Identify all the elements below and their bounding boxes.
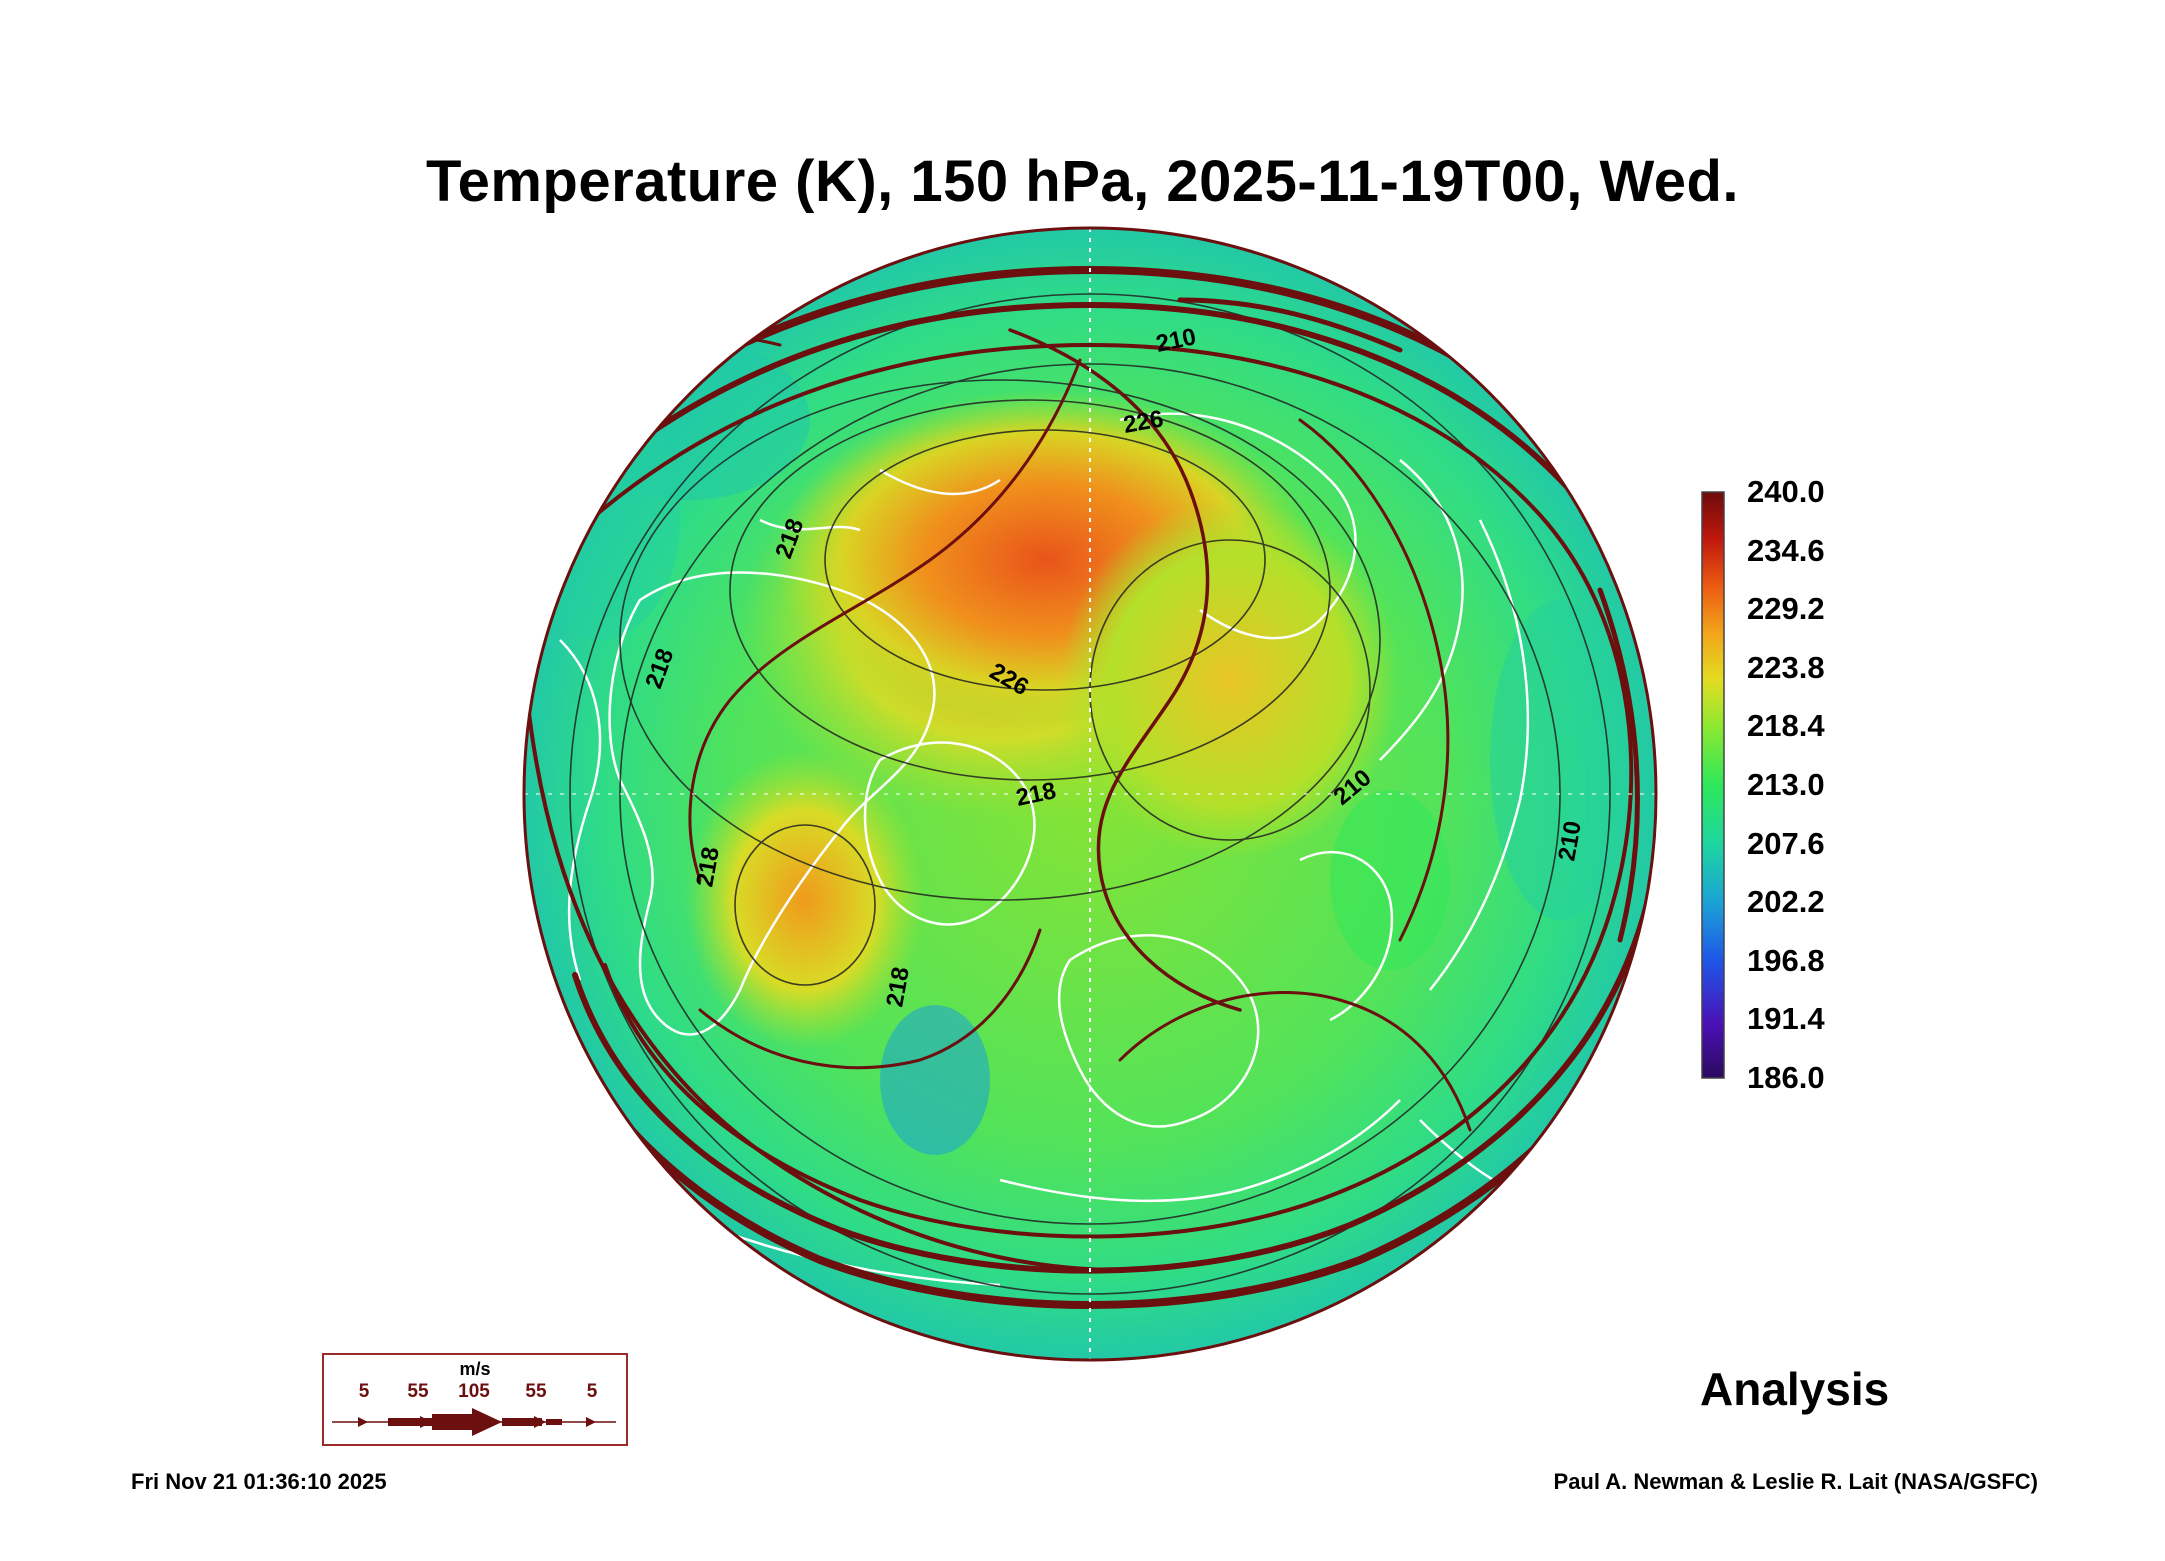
- analysis-label: Analysis: [1700, 1363, 1890, 1415]
- wind-speed-scale: m/s 5 55 105 55 5: [322, 1353, 628, 1446]
- colorbar-label: 229.2: [1747, 591, 1825, 626]
- colorbar-label: 191.4: [1747, 1001, 1825, 1036]
- colorbar-label: 207.6: [1747, 826, 1825, 861]
- generated-timestamp: Fri Nov 21 01:36:10 2025: [131, 1469, 387, 1494]
- wind-scale-label: 55: [407, 1381, 429, 1402]
- colorbar-label: 218.4: [1747, 708, 1825, 743]
- colorbar-label: 240.0: [1747, 474, 1825, 509]
- globe-grid: [524, 228, 1656, 1360]
- colorbar: [1701, 491, 1725, 1079]
- wind-scale-label: 55: [525, 1381, 547, 1402]
- colorbar-label: 234.6: [1747, 533, 1825, 568]
- wind-scale-label: 105: [458, 1381, 490, 1402]
- wind-scale-label: 5: [586, 1381, 598, 1402]
- colorbar-label: 213.0: [1747, 767, 1825, 802]
- wind-scale-unit: m/s: [459, 1359, 491, 1379]
- colorbar-label: 223.8: [1747, 650, 1825, 685]
- colorbar-label: 196.8: [1747, 943, 1825, 978]
- wind-scale-arrows: [332, 1408, 616, 1436]
- globe-outline: [522, 226, 1658, 1362]
- figure-title: Temperature (K), 150 hPa, 2025-11-19T00,…: [425, 149, 1740, 214]
- colorbar-label: 186.0: [1747, 1060, 1825, 1095]
- colorbar-label: 202.2: [1747, 884, 1825, 919]
- wind-scale-label: 5: [358, 1381, 370, 1402]
- author-credit: Paul A. Newman & Leslie R. Lait (NASA/GS…: [1553, 1469, 2038, 1494]
